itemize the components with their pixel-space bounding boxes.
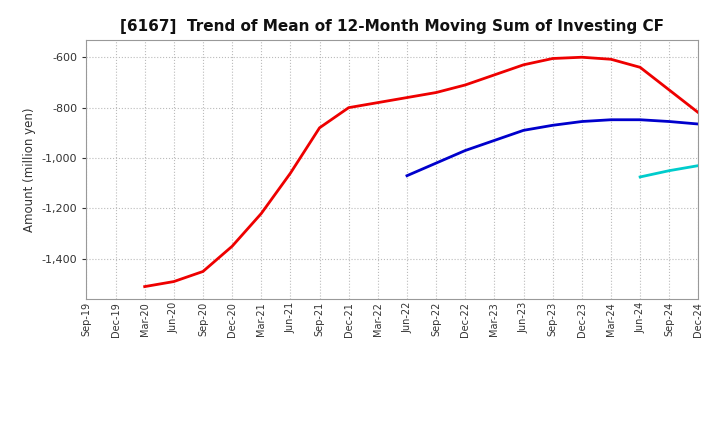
3 Years — [432, 90, 441, 95]
3 Years — [607, 57, 616, 62]
3 Years — [199, 269, 207, 274]
5 Years — [461, 148, 469, 153]
Line: 5 Years: 5 Years — [407, 120, 720, 176]
3 Years — [549, 56, 557, 61]
3 Years — [402, 95, 411, 100]
3 Years — [169, 279, 178, 284]
3 Years — [344, 105, 353, 110]
3 Years — [374, 100, 382, 105]
3 Years — [694, 110, 703, 115]
7 Years — [636, 174, 644, 180]
5 Years — [636, 117, 644, 122]
5 Years — [432, 161, 441, 166]
3 Years — [461, 82, 469, 88]
5 Years — [665, 119, 674, 124]
3 Years — [519, 62, 528, 67]
Y-axis label: Amount (million yen): Amount (million yen) — [23, 107, 36, 231]
3 Years — [315, 125, 324, 130]
7 Years — [694, 163, 703, 168]
5 Years — [490, 138, 499, 143]
5 Years — [607, 117, 616, 122]
3 Years — [665, 88, 674, 93]
3 Years — [257, 211, 266, 216]
5 Years — [549, 123, 557, 128]
3 Years — [140, 284, 149, 289]
3 Years — [228, 244, 236, 249]
3 Years — [577, 55, 586, 60]
7 Years — [665, 168, 674, 173]
Title: [6167]  Trend of Mean of 12-Month Moving Sum of Investing CF: [6167] Trend of Mean of 12-Month Moving … — [120, 19, 665, 34]
Line: 7 Years: 7 Years — [640, 165, 698, 177]
3 Years — [490, 72, 499, 77]
Line: 3 Years: 3 Years — [145, 57, 720, 286]
5 Years — [577, 119, 586, 124]
5 Years — [694, 121, 703, 127]
3 Years — [636, 65, 644, 70]
3 Years — [286, 171, 294, 176]
5 Years — [519, 128, 528, 133]
5 Years — [402, 173, 411, 178]
